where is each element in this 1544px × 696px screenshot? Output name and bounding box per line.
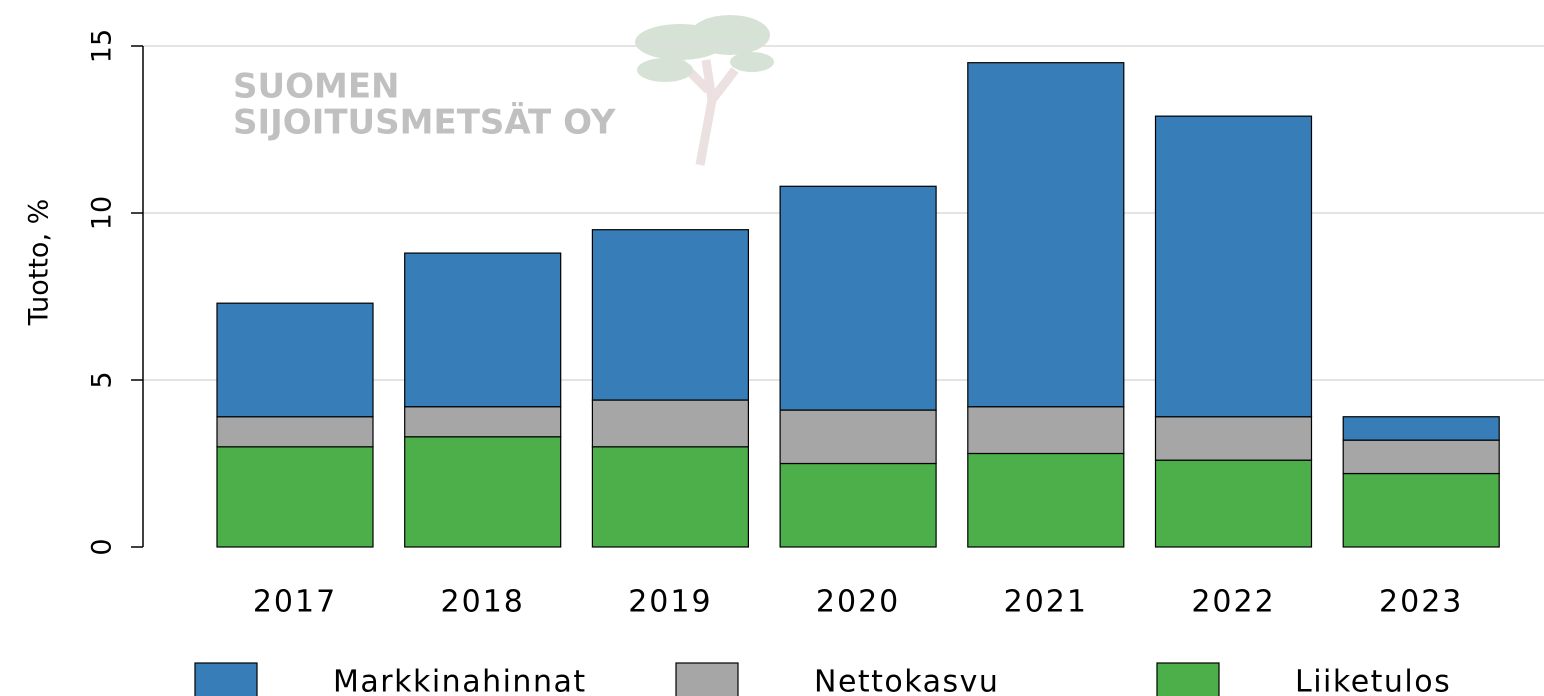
x-tick-label: 2018 [441, 585, 525, 620]
bar-segment [216, 416, 374, 448]
bar-segment [967, 452, 1125, 548]
bar-segment [404, 252, 562, 408]
bar-segment [779, 185, 937, 411]
x-tick-label: 2022 [1191, 585, 1275, 620]
bar-segment [1154, 459, 1313, 548]
legend-label: Nettokasvu [814, 665, 999, 696]
x-tick-label: 2017 [253, 585, 337, 620]
x-tick-label: 2020 [816, 585, 900, 620]
legend-label: Markkinahinnat [333, 665, 587, 696]
watermark-logo [635, 15, 774, 166]
bar-segment [967, 406, 1125, 455]
bar-segment [1342, 416, 1500, 441]
bar-segment [1154, 115, 1313, 418]
bar-segment [1342, 439, 1500, 475]
x-tick-label: 2019 [628, 585, 712, 620]
legend-swatch [675, 662, 739, 696]
bar-segment [591, 446, 750, 548]
legend-swatch [1156, 662, 1220, 696]
watermark-text: SIJOITUSMETSÄT OY [233, 102, 616, 143]
watermark-text: SUOMEN [233, 67, 400, 107]
bar-segment [779, 462, 937, 548]
legend-label: Liiketulos [1295, 665, 1451, 696]
bar-segment [591, 399, 750, 448]
bar-segment [967, 62, 1125, 408]
bar-segment [1154, 416, 1313, 461]
y-tick-label: 5 [87, 371, 118, 388]
bar-segment [1342, 472, 1500, 548]
bar-segment [779, 409, 937, 465]
y-axis-label: Tuotto, % [24, 199, 55, 327]
x-tick-label: 2021 [1004, 585, 1088, 620]
y-tick-label: 15 [87, 29, 118, 63]
bar-segment [404, 406, 562, 438]
bar-segment [216, 302, 374, 418]
x-tick-label: 2023 [1379, 585, 1463, 620]
bar-segment [404, 436, 562, 548]
bar-segment [591, 229, 750, 401]
y-tick-label: 0 [87, 538, 118, 555]
y-tick-label: 10 [87, 196, 118, 230]
bar-segment [216, 446, 374, 548]
legend-swatch [194, 662, 258, 696]
